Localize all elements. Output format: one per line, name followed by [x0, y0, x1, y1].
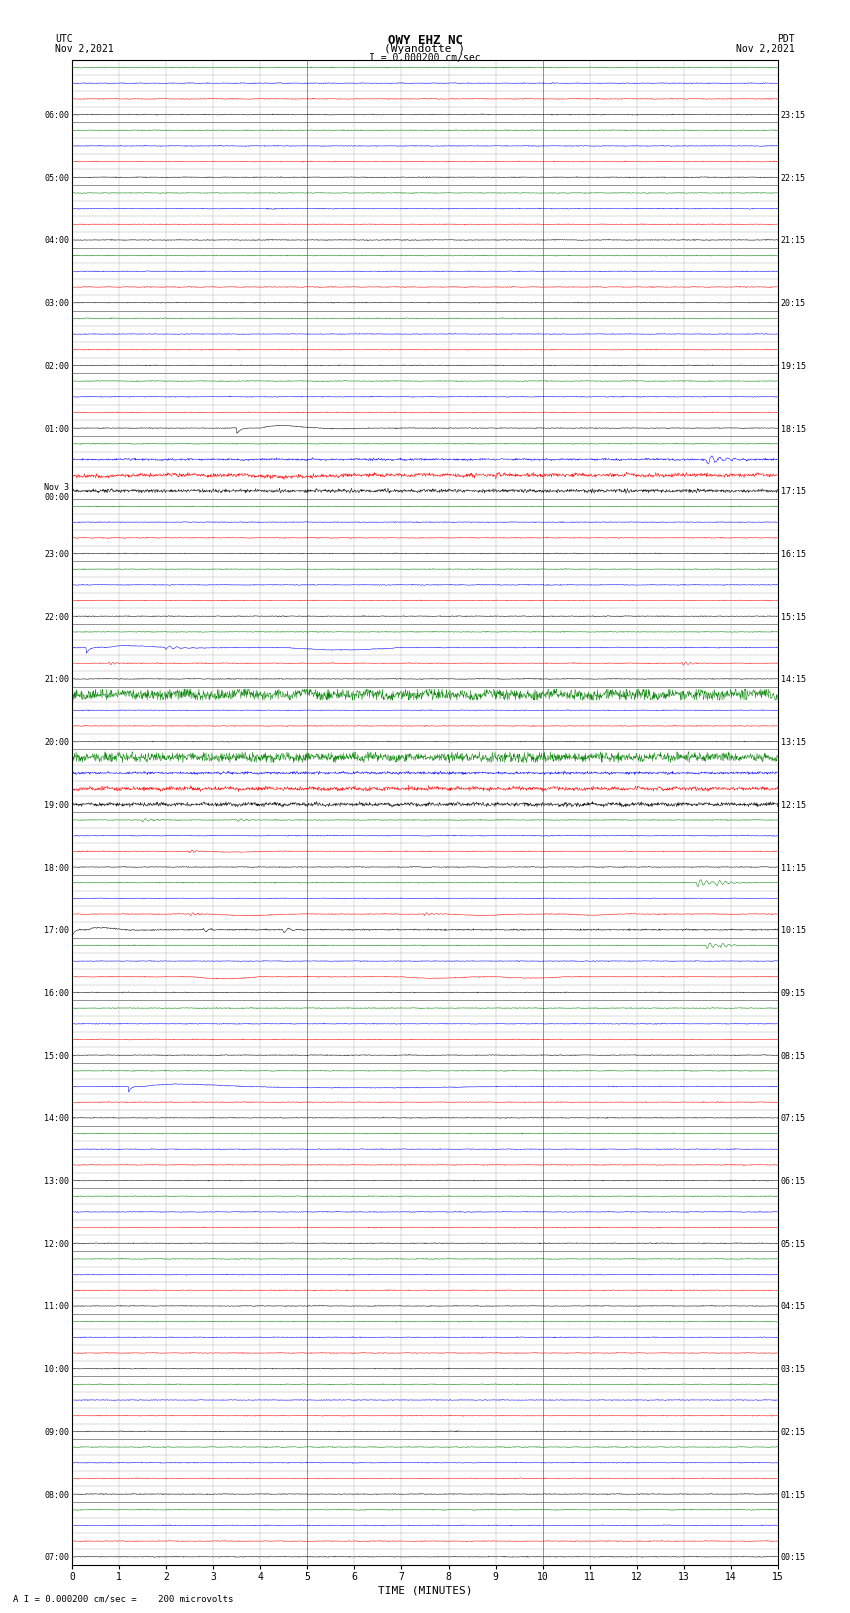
Text: OWY EHZ NC: OWY EHZ NC	[388, 34, 462, 47]
Text: I = 0.000200 cm/sec: I = 0.000200 cm/sec	[369, 53, 481, 63]
Text: A I = 0.000200 cm/sec =    200 microvolts: A I = 0.000200 cm/sec = 200 microvolts	[13, 1594, 233, 1603]
Text: Nov 2,2021: Nov 2,2021	[55, 44, 114, 53]
Text: PDT: PDT	[777, 34, 795, 44]
Text: (Wyandotte ): (Wyandotte )	[384, 44, 466, 53]
X-axis label: TIME (MINUTES): TIME (MINUTES)	[377, 1586, 473, 1595]
Text: Nov 2,2021: Nov 2,2021	[736, 44, 795, 53]
Text: UTC: UTC	[55, 34, 73, 44]
